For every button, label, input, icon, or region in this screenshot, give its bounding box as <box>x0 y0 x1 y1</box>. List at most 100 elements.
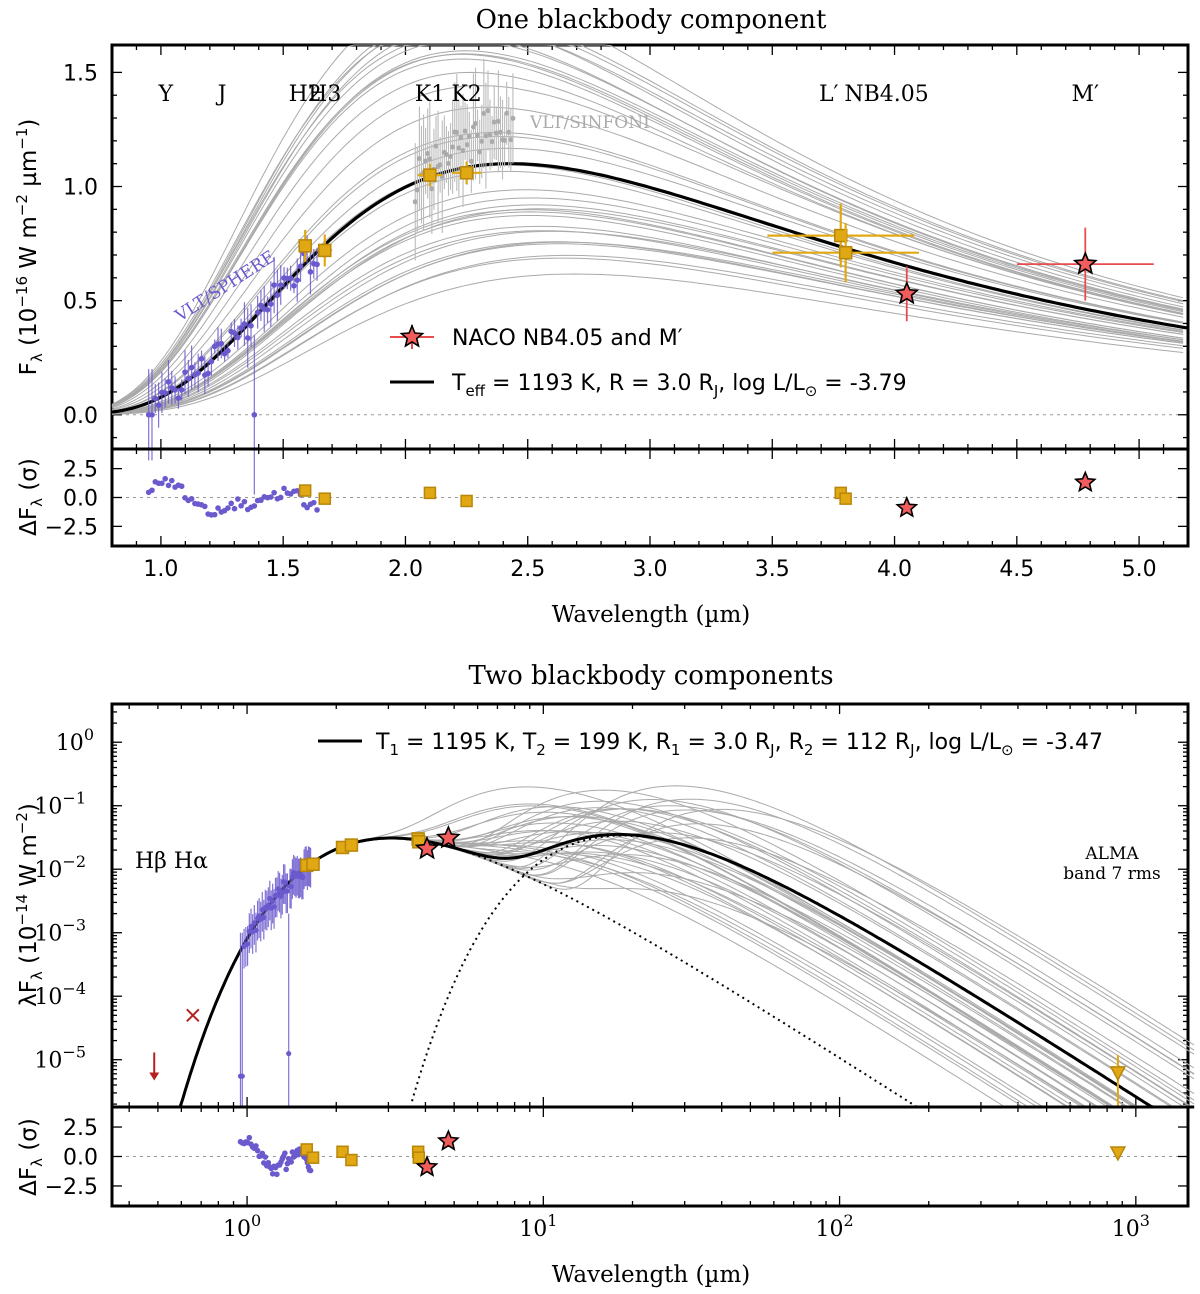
sphere-point <box>286 1050 292 1057</box>
x-tick-label: 100 <box>223 1211 261 1242</box>
naco-star <box>894 280 920 305</box>
resid-tick-label: −2.5 <box>45 515 98 540</box>
sphere-point <box>277 282 284 288</box>
phot-resid-point <box>839 492 852 505</box>
phot-resid-point <box>300 1143 313 1156</box>
sample-model-curve <box>111 204 1184 414</box>
sphere-point <box>314 261 320 268</box>
naco-star <box>414 835 440 860</box>
sphere-resid-point <box>271 489 277 496</box>
bottom-main-gridmarks <box>112 703 1188 1107</box>
sample-model-curve <box>111 241 1184 415</box>
sphere-resid-point <box>228 500 235 507</box>
sphere-point <box>244 335 251 341</box>
naco-resid-star <box>895 495 919 518</box>
sinfoni-point <box>429 186 435 192</box>
x-tick-label: 1.5 <box>266 557 301 582</box>
sample-model-curve <box>111 230 1184 415</box>
y-tick-label: 10−4 <box>34 979 86 1010</box>
bottom-x-ticklabels: 100 101 102 103 <box>223 1211 1150 1242</box>
sinfoni-point <box>489 139 495 145</box>
alma-label-1: ALMA <box>1084 844 1139 864</box>
resid-tick-label: −2.5 <box>45 1175 98 1200</box>
sinfoni-point <box>506 129 512 135</box>
top-x-ticklabels: 1.0 1.5 2.0 2.5 3.0 3.5 4.0 4.5 5.0 <box>143 557 1156 582</box>
sinfoni-point <box>477 149 483 155</box>
sinfoni-point <box>462 128 468 134</box>
sphere-point <box>254 309 261 316</box>
top-model-curves <box>111 44 1189 415</box>
sphere-point <box>205 370 211 377</box>
sphere-resid-point <box>149 487 155 494</box>
sinfoni-point <box>450 144 456 150</box>
y-tick-label: 10−3 <box>34 916 86 947</box>
sinfoni-point <box>427 156 433 162</box>
sphere-point <box>241 321 248 327</box>
bottom-resid-points <box>237 1129 1127 1178</box>
sphere-resid-point <box>258 497 264 504</box>
sample-model-curve <box>111 44 1184 406</box>
hbeta-arrow-head <box>149 1072 160 1081</box>
x-tick-label: 4.5 <box>999 557 1034 582</box>
top-ylabel: Fλ (10−16 W m−2 µm−1) <box>13 119 46 376</box>
naco-resid-star <box>415 1155 439 1177</box>
sphere-point <box>162 390 168 396</box>
sphere-resid-point <box>251 503 258 509</box>
sample-model-curve <box>111 71 1184 409</box>
legend2-model-label: T1 = 1195 K, T2 = 199 K, R1 = 3.0 RJ, R2… <box>375 730 1103 759</box>
resid-tick-label: 2.5 <box>63 1116 98 1141</box>
sinfoni-point <box>504 110 510 116</box>
sphere-resid-point <box>246 1134 253 1141</box>
sinfoni-point <box>454 129 460 135</box>
sphere-label: VLT/SPHERE <box>171 247 279 327</box>
alma-label-2: band 7 rms <box>1063 864 1160 884</box>
sinfoni-point <box>495 118 501 124</box>
top-data-points <box>145 58 1154 495</box>
phot-point <box>423 168 437 182</box>
sample-model-curve <box>111 209 1184 414</box>
resid-tick-label: 0.0 <box>63 487 98 512</box>
x-tick-label: 2.0 <box>388 557 423 582</box>
sinfoni-point <box>425 151 431 157</box>
sinfoni-point <box>423 158 429 164</box>
x-tick-label: 101 <box>519 1211 557 1242</box>
sinfoni-point <box>508 137 514 143</box>
sphere-point <box>155 402 162 408</box>
sphere-point <box>264 306 271 313</box>
bottom-resid-ylabel: ΔFλ (σ) <box>16 1118 46 1196</box>
alma-point <box>1109 1066 1127 1082</box>
sinfoni-point <box>460 148 466 154</box>
sinfoni-point <box>458 135 464 141</box>
bottom-y-ticklabels: 10−5 10−4 10−3 10−2 10−1 100 <box>34 725 94 1073</box>
band-label: J <box>216 82 227 107</box>
naco-star <box>435 824 461 849</box>
sphere-resid-point <box>165 482 172 489</box>
sphere-point <box>198 355 205 362</box>
sphere-resid-point <box>178 483 185 490</box>
legend-model-label: Teff = 1193 K, R = 3.0 RJ, log L/L⊙ = -3… <box>451 371 907 400</box>
halpha-cross <box>186 1008 200 1023</box>
phot-point <box>318 243 332 258</box>
sphere-resid-point <box>274 1171 280 1178</box>
sinfoni-point <box>483 133 489 139</box>
sphere-point <box>251 411 258 418</box>
bottom-legend: T1 = 1195 K, T2 = 199 K, R1 = 3.0 RJ, R2… <box>318 730 1103 759</box>
bottom-ylabel: λFλ (10−14 W m−2) <box>13 803 46 1007</box>
sinfoni-point <box>414 187 420 193</box>
sinfoni-point <box>433 143 439 149</box>
sinfoni-point <box>416 156 422 162</box>
sphere-resid-point <box>241 498 248 505</box>
naco-resid-star <box>436 1129 460 1152</box>
phot-resid-point <box>298 484 312 497</box>
sphere-point <box>208 358 215 365</box>
sphere-resid-point <box>253 1143 259 1149</box>
y-tick-label: 10−1 <box>34 789 86 820</box>
sphere-point <box>238 325 244 331</box>
legend-naco-star-icon <box>399 323 425 348</box>
phot-point <box>306 857 320 871</box>
band-label: NB4.05 <box>844 82 928 107</box>
sinfoni-point <box>445 160 451 166</box>
top-y-ticklabels: 0.0 0.5 1.0 1.5 <box>63 61 98 428</box>
